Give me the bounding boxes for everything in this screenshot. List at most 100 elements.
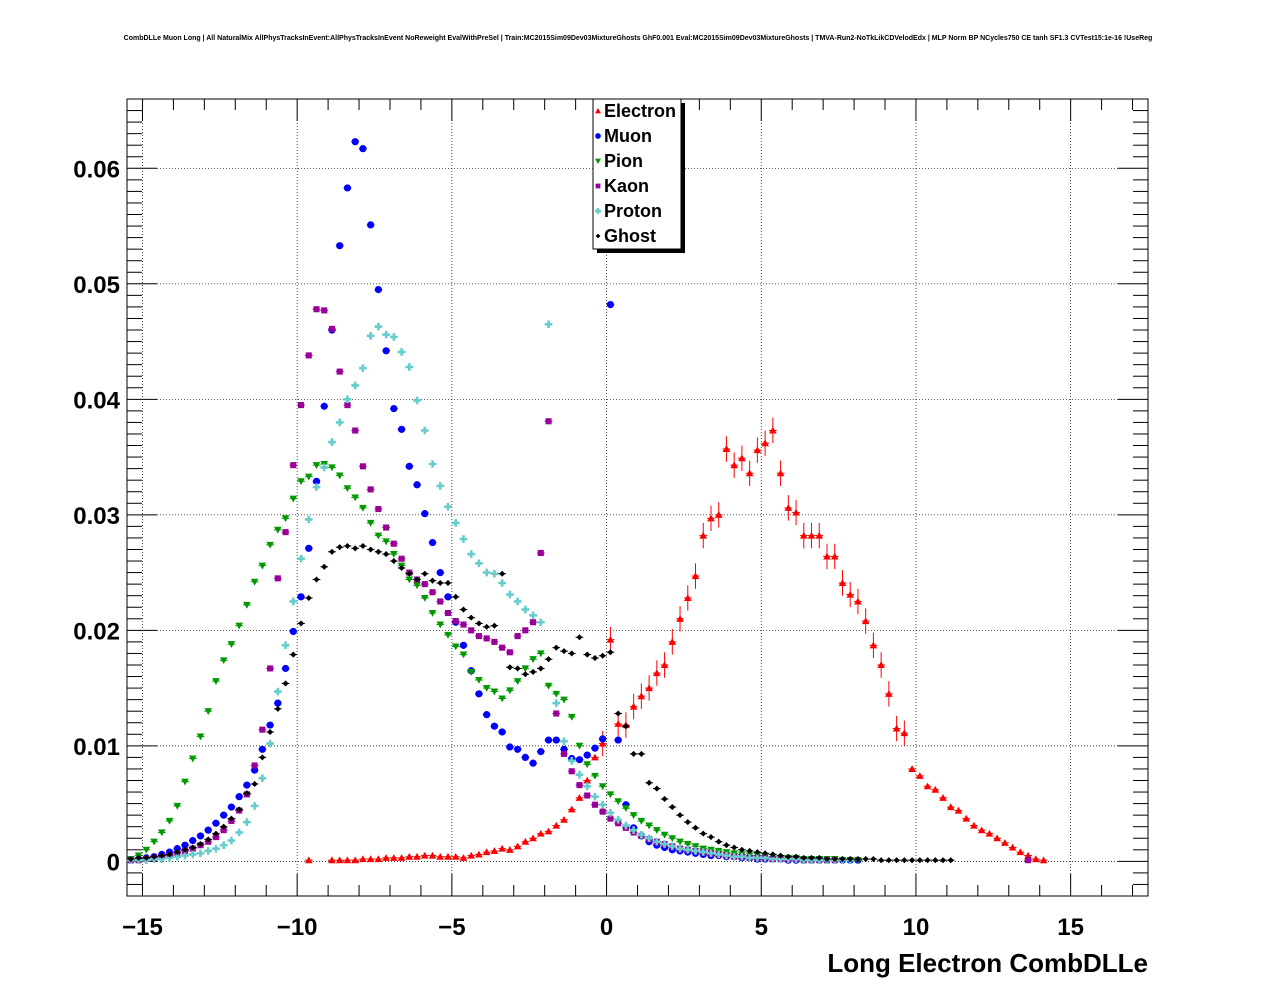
data-point-ghost: [909, 857, 916, 864]
data-point-electron: [931, 785, 940, 793]
data-point-pion: [173, 802, 182, 810]
data-point-ghost: [808, 854, 815, 861]
data-point-ghost: [893, 857, 900, 864]
data-point-kaon: [367, 486, 374, 493]
data-point-ghost: [313, 576, 320, 583]
data-point-muon: [475, 690, 483, 698]
data-point-ghost: [823, 855, 831, 863]
data-point-pion: [428, 609, 437, 617]
data-point-electron: [304, 856, 313, 864]
data-point-pion: [250, 578, 259, 586]
data-point-ghost: [839, 855, 846, 863]
data-point-pion: [552, 690, 561, 698]
data-point-pion: [567, 713, 576, 721]
data-point-ghost: [359, 542, 366, 550]
data-point-ghost: [591, 655, 598, 662]
legend-marker-muon: [595, 133, 601, 139]
data-point-electron: [962, 814, 971, 822]
data-point-ghost: [700, 830, 707, 837]
data-point-electron: [900, 729, 909, 737]
data-point-electron: [923, 782, 932, 790]
legend-label-pion: Pion: [604, 151, 643, 171]
data-point-kaon: [452, 618, 459, 625]
series-electron: [304, 417, 1048, 864]
data-point-muon: [529, 759, 537, 767]
data-point-ghost: [646, 779, 653, 786]
data-point-electron: [745, 469, 754, 477]
data-point-proton: [451, 519, 460, 527]
data-point-muon: [351, 138, 359, 146]
data-point-pion: [482, 685, 491, 692]
data-point-pion: [575, 742, 584, 750]
data-point-ghost: [862, 855, 869, 863]
data-point-electron: [637, 692, 646, 700]
data-point-kaon: [560, 750, 568, 757]
data-point-electron: [823, 552, 831, 560]
data-point-electron: [683, 594, 692, 602]
data-point-electron: [544, 827, 553, 835]
data-point-pion: [420, 594, 429, 602]
data-point-proton: [676, 844, 684, 853]
data-point-muon: [521, 753, 529, 762]
data-point-electron: [807, 531, 816, 539]
data-point-muon: [575, 756, 584, 764]
data-point-muon: [204, 826, 212, 834]
data-point-pion: [258, 562, 267, 570]
data-point-proton: [188, 850, 197, 859]
data-point-electron: [459, 854, 468, 861]
data-point-electron: [374, 855, 383, 863]
data-point-proton: [714, 850, 723, 859]
data-point-muon: [320, 402, 328, 410]
y-tick-label: 0.02: [73, 618, 120, 645]
data-point-muon: [397, 425, 406, 433]
data-point-proton: [351, 381, 359, 390]
data-point-proton: [297, 554, 305, 563]
data-point-kaon: [259, 726, 266, 733]
data-point-proton: [529, 611, 537, 620]
data-point-muon: [459, 641, 468, 649]
data-point-kaon: [537, 549, 544, 556]
data-point-electron: [908, 765, 916, 772]
data-point-proton: [281, 641, 290, 650]
data-point-ghost: [800, 854, 807, 861]
data-point-electron: [769, 426, 777, 434]
data-point-proton: [513, 597, 522, 606]
data-point-pion: [591, 772, 599, 780]
data-point-proton: [521, 605, 530, 614]
data-point-electron: [776, 469, 785, 477]
data-point-electron: [885, 690, 893, 697]
data-point-proton: [428, 460, 437, 468]
data-point-proton: [482, 568, 491, 577]
data-point-ghost: [545, 656, 552, 663]
data-point-electron: [939, 794, 947, 801]
data-point-muon: [498, 728, 506, 736]
data-point-ghost: [831, 855, 838, 863]
data-point-muon: [382, 347, 390, 355]
data-point-proton: [413, 396, 421, 405]
data-point-electron: [1032, 855, 1040, 863]
data-point-ghost: [297, 620, 305, 627]
data-point-ghost: [607, 649, 614, 656]
data-point-pion: [382, 538, 390, 546]
data-point-pion: [629, 812, 638, 819]
legend-label-muon: Muon: [604, 126, 652, 146]
data-point-muon: [227, 803, 236, 811]
data-point-electron: [359, 855, 367, 863]
data-point-electron: [714, 511, 723, 518]
data-point-proton: [653, 837, 661, 846]
y-tick-label: 0.04: [73, 387, 120, 414]
data-point-electron: [413, 852, 421, 860]
data-point-pion: [467, 668, 476, 676]
data-point-ghost: [220, 823, 227, 830]
data-point-kaon: [344, 402, 351, 409]
data-point-kaon: [267, 665, 274, 672]
data-point-ghost: [615, 710, 622, 717]
data-point-pion: [490, 688, 499, 696]
data-point-kaon: [274, 575, 281, 582]
data-point-kaon: [336, 368, 343, 375]
legend-box: [592, 98, 682, 250]
data-point-ghost: [537, 665, 544, 672]
data-point-proton: [459, 535, 468, 543]
data-point-muon: [243, 781, 251, 789]
data-point-electron: [567, 805, 576, 813]
